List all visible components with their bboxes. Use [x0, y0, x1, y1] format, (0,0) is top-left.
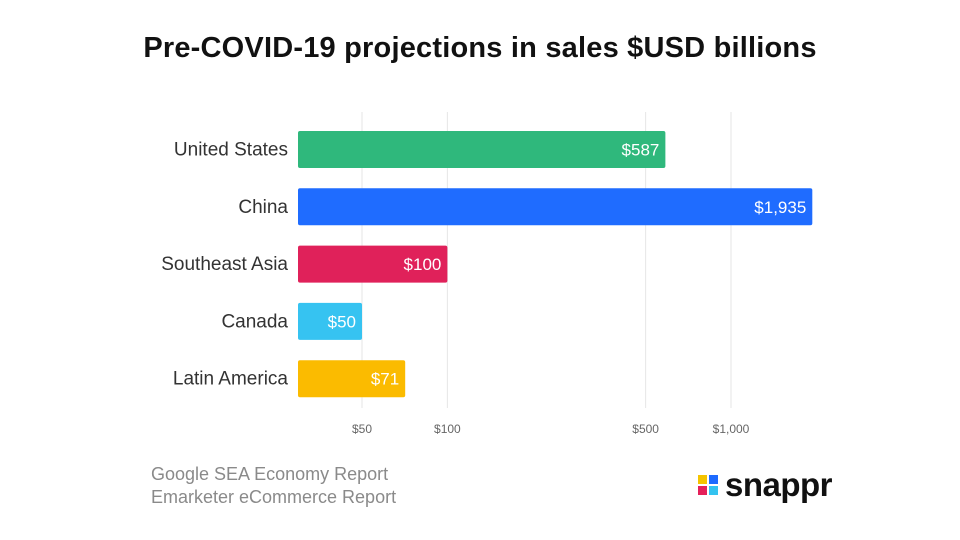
category-label: China	[238, 197, 288, 218]
bar-value-label: $587	[622, 141, 660, 160]
category-label: Southeast Asia	[161, 254, 288, 275]
category-labels: United States China Southeast Asia Canada La…	[161, 140, 288, 390]
x-tick-label: $500	[632, 422, 659, 436]
snappr-logo-text: snappr	[725, 466, 833, 503]
category-label: United States	[174, 140, 288, 161]
bar-value-label: $1,935	[754, 198, 806, 217]
sources: Google SEA Economy Report Emarketer eCom…	[151, 463, 396, 509]
category-label: Canada	[221, 311, 288, 332]
snappr-logo: snappr	[698, 466, 833, 503]
source-google: Google SEA Economy Report	[151, 464, 389, 484]
category-label: Latin America	[173, 369, 289, 390]
bar-value-label: $50	[328, 312, 356, 331]
snappr-logo-icon	[698, 475, 718, 495]
bar	[298, 131, 666, 168]
axis-ticks: $50 $100 $500 $1,000	[352, 422, 750, 436]
source-emarketer: Emarketer eCommerce Report	[151, 487, 397, 507]
bar	[298, 188, 813, 226]
bar-value-label: $71	[371, 370, 399, 389]
bar-value-label: $100	[404, 255, 442, 274]
bar	[298, 360, 406, 398]
bars: $587 $1,935 $100 $50 $71	[298, 131, 813, 398]
x-tick-label: $100	[434, 422, 461, 436]
x-tick-label: $1,000	[713, 422, 750, 436]
chart-title: Pre-COVID-19 projections in sales $USD b…	[143, 32, 817, 64]
bar	[298, 302, 362, 340]
bar	[298, 245, 448, 283]
x-tick-label: $50	[352, 422, 372, 436]
